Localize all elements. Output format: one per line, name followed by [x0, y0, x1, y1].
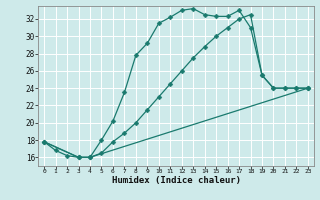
X-axis label: Humidex (Indice chaleur): Humidex (Indice chaleur): [111, 176, 241, 185]
